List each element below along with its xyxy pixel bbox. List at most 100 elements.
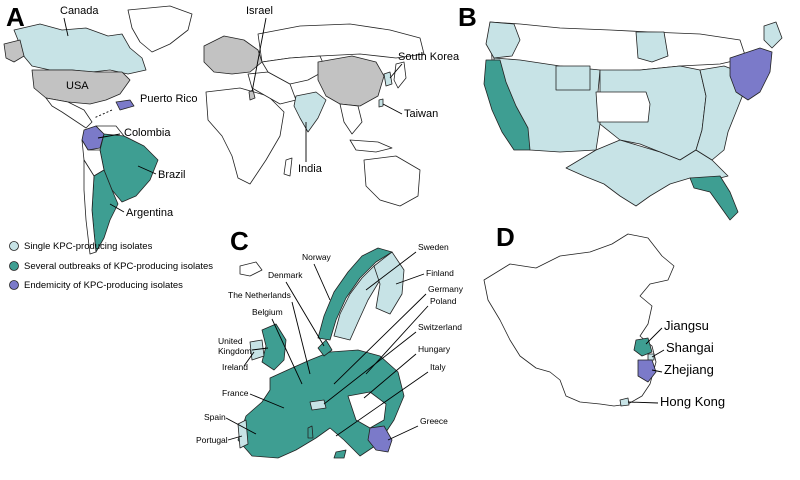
legend-label-endemic: Endemicity of KPC-producing isolates <box>24 280 183 291</box>
region-israel <box>248 89 256 101</box>
region-puerto-rico <box>115 99 135 111</box>
leader-ireland <box>243 351 255 367</box>
region-hong-kong <box>619 397 630 407</box>
leader-taiwan <box>382 103 403 115</box>
label-spain: Spain <box>204 412 226 422</box>
label-argentina: Argentina <box>126 207 174 219</box>
label-portugal: Portugal <box>196 435 228 445</box>
region-denmark <box>317 339 333 357</box>
region-switzerland <box>309 399 327 411</box>
label-belgium: Belgium <box>252 307 283 317</box>
region-us-northwest <box>485 21 521 59</box>
label-usa: USA <box>66 80 89 92</box>
leader-south-korea <box>389 63 403 79</box>
region-us-california <box>483 59 531 151</box>
leader-jiangsu <box>645 327 663 345</box>
label-finland: Finland <box>426 268 454 278</box>
leader-norway <box>313 263 331 301</box>
label-norway: Norway <box>302 252 332 262</box>
leader-puerto-rico <box>93 109 113 119</box>
label-switzerland: Switzerland <box>418 322 462 332</box>
region-finland <box>373 251 405 315</box>
region-sicily <box>333 449 347 459</box>
label-israel: Israel <box>246 5 273 17</box>
legend-label-outbreaks: Several outbreaks of KPC-producing isola… <box>24 261 213 272</box>
panel-a-world-map: A <box>3 2 460 255</box>
region-iceland <box>239 261 263 277</box>
label-france: France <box>222 388 249 398</box>
panel-b-usa-map: B <box>458 2 783 221</box>
region-us-maine <box>763 21 783 49</box>
leader-portugal <box>227 435 243 441</box>
label-sweden: Sweden <box>418 242 449 252</box>
leader-uk <box>251 347 269 351</box>
region-shanghai <box>647 353 655 361</box>
region-us-northeast <box>729 47 773 101</box>
leader-brazil <box>137 165 157 175</box>
region-us-plains <box>595 91 651 123</box>
leader-switzerland <box>323 331 417 405</box>
label-uk-line2: Kingdom <box>218 346 252 356</box>
region-africa <box>205 87 285 185</box>
leader-argentina <box>109 203 125 213</box>
panel-a-letter: A <box>6 2 25 32</box>
label-hong-kong: Hong Kong <box>660 394 725 409</box>
legend-swatch-outbreaks <box>9 261 19 271</box>
leader-shangai <box>651 349 665 358</box>
region-japan <box>393 61 407 89</box>
region-south-korea <box>383 71 393 87</box>
legend-label-single: Single KPC-producing isolates <box>24 241 153 252</box>
legend-swatch-single <box>9 241 19 251</box>
region-europe <box>203 35 263 75</box>
leader-israel <box>251 17 267 93</box>
region-usa <box>31 69 131 105</box>
region-taiwan <box>378 98 384 108</box>
region-canada <box>13 23 147 75</box>
label-india: India <box>298 163 323 175</box>
region-us-wyoming <box>555 65 591 91</box>
region-us-florida <box>689 175 739 221</box>
region-alaska <box>3 39 25 63</box>
region-india <box>293 91 327 133</box>
leader-canada <box>63 17 69 37</box>
leader-france <box>249 393 285 409</box>
leader-greece <box>387 425 419 441</box>
leader-hungary <box>363 353 417 399</box>
label-puerto-rico: Puerto Rico <box>140 93 197 105</box>
label-greece: Greece <box>420 416 448 426</box>
label-taiwan: Taiwan <box>404 108 438 120</box>
label-hungary: Hungary <box>418 344 451 354</box>
region-ireland <box>249 339 265 361</box>
legend: Single KPC-producing isolates Several ou… <box>9 241 213 291</box>
panel-d-china-map: D Jiangsu Shangai Zhejiang Hong Kong <box>483 222 725 409</box>
leader-hong-kong <box>627 401 659 404</box>
leader-netherlands <box>291 301 311 375</box>
label-shangai: Shangai <box>666 340 714 355</box>
leader-italy <box>335 371 429 437</box>
label-italy: Italy <box>430 362 446 372</box>
leader-spain <box>225 417 257 435</box>
legend-swatch-endemic <box>9 280 19 290</box>
region-australia <box>363 155 421 207</box>
panel-c-letter: C <box>230 226 249 256</box>
region-balkans <box>347 391 387 429</box>
label-ireland: Ireland <box>222 362 248 372</box>
label-colombia: Colombia <box>124 127 171 139</box>
region-chile <box>83 159 97 255</box>
label-south-korea: South Korea <box>398 51 460 63</box>
label-jiangsu: Jiangsu <box>664 318 709 333</box>
leader-denmark <box>285 281 325 347</box>
panel-c-europe-map: C Denmark Norway Sweden <box>196 226 464 459</box>
label-denmark: Denmark <box>268 270 303 280</box>
region-china <box>317 55 385 107</box>
label-uk: United Kingdom <box>218 336 252 356</box>
region-china-outline <box>483 233 675 407</box>
region-uk <box>261 323 287 371</box>
region-us-minnesota <box>635 31 669 63</box>
leader-germany <box>333 293 427 385</box>
leader-sweden <box>365 251 417 291</box>
region-mexico <box>45 97 93 129</box>
label-zhejiang: Zhejiang <box>664 362 714 377</box>
panel-b-letter: B <box>458 2 477 32</box>
